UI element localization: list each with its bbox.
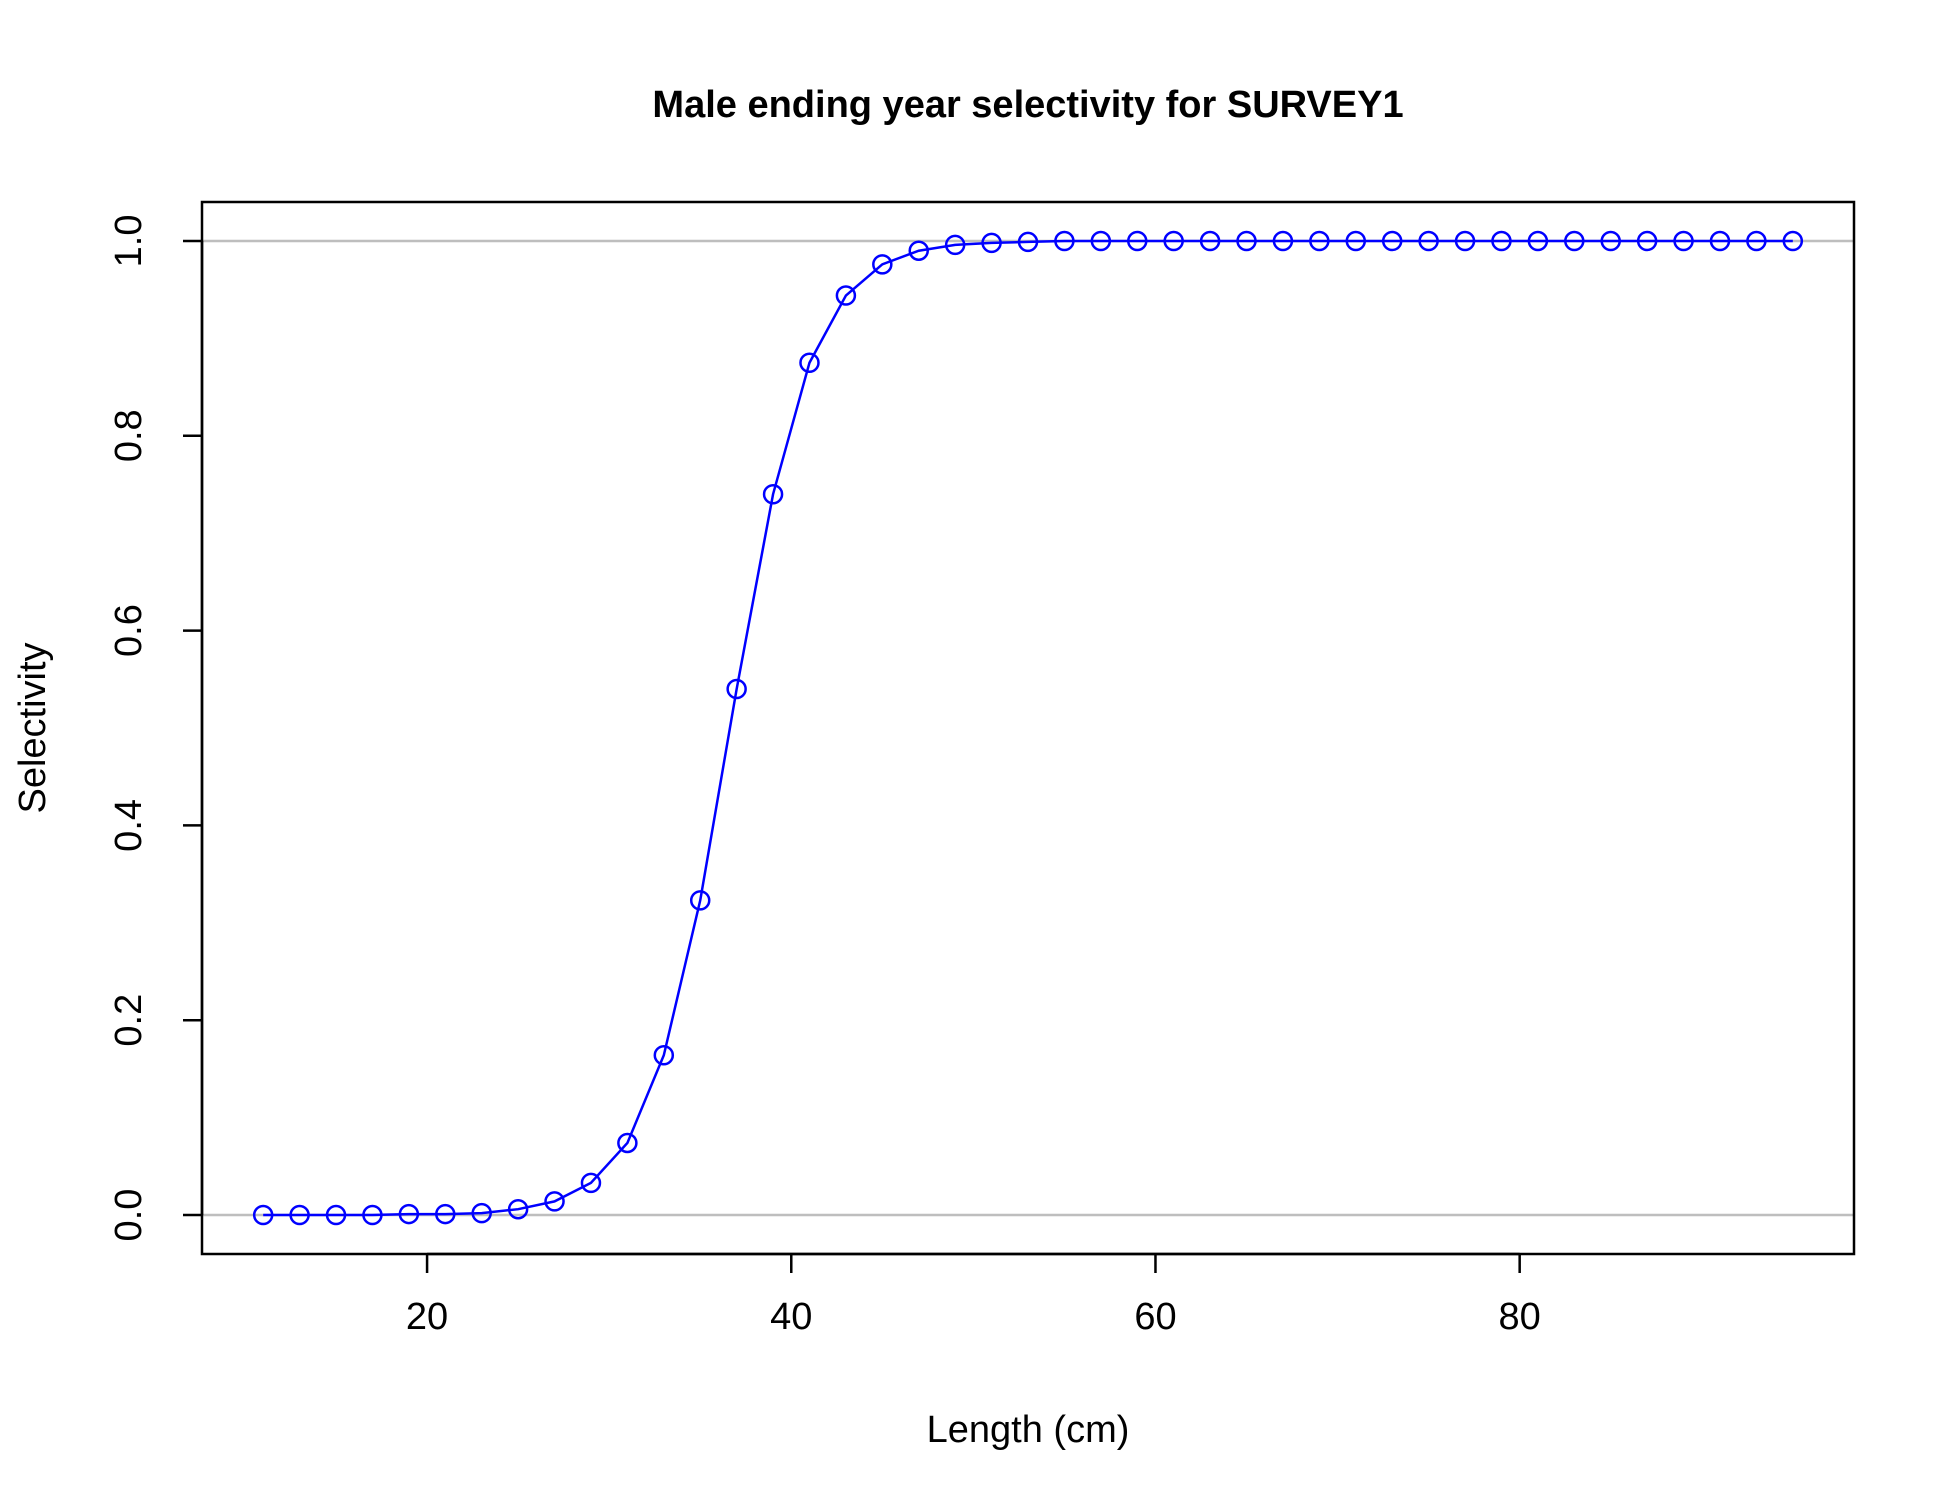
data-point-0-24 [1127,230,1148,252]
data-point-0-36 [1564,230,1585,252]
y-axis: 0.0 0.2 0.4 0.6 0.8 1.0 [108,215,204,1242]
reference-lines [202,239,1854,1217]
y-tick-label-1: 0.2 [108,994,150,1047]
data-point-0-20 [981,232,1002,254]
data-point-0-34 [1491,230,1512,252]
data-point-0-30 [1345,230,1367,252]
data-point-0-8 [544,1191,565,1212]
series-line-0 [263,239,1793,1217]
chart-title: Male ending year selectivity for SURVEY1 [652,84,1403,126]
data-point-0-35 [1527,230,1549,252]
selectivity-series [252,230,1804,1226]
data-point-0-14 [762,483,784,505]
y-tick-label-2: 0.4 [108,799,150,852]
data-point-0-13 [726,678,747,700]
data-point-0-27 [1236,230,1257,252]
data-point-0-4 [398,1203,420,1225]
data-point-0-42 [1782,230,1804,252]
y-tick-label-4: 0.8 [108,409,150,462]
data-point-0-22 [1054,230,1075,252]
data-point-0-26 [1199,230,1221,252]
plot-frame [200,200,1856,1256]
data-point-0-2 [325,1204,347,1226]
data-point-0-1 [289,1204,310,1226]
data-point-0-11 [653,1045,675,1066]
data-point-0-16 [835,285,857,306]
data-point-0-37 [1600,230,1621,252]
data-point-0-3 [362,1204,383,1226]
data-point-0-28 [1272,230,1294,252]
data-point-0-31 [1381,230,1403,252]
data-point-0-23 [1090,230,1112,252]
data-point-0-39 [1673,230,1694,252]
data-point-0-40 [1709,230,1731,252]
y-tick-label-0: 0.0 [108,1189,150,1242]
x-tick-label-40: 40 [770,1296,812,1338]
data-point-0-29 [1309,230,1330,252]
data-point-0-41 [1746,230,1767,252]
data-point-0-10 [617,1132,638,1154]
data-point-0-9 [580,1172,602,1194]
x-tick-label-60: 60 [1134,1296,1176,1338]
data-point-0-21 [1017,231,1039,253]
data-point-0-25 [1163,230,1184,252]
data-point-0-17 [872,254,893,275]
data-point-0-12 [689,890,711,911]
x-axis: 20 40 60 80 [406,1252,1541,1338]
y-tick-label-5: 1.0 [108,215,150,268]
y-axis-label: Selectivity [12,642,54,813]
data-point-0-15 [799,352,820,373]
data-point-0-33 [1454,230,1476,252]
data-point-0-0 [252,1204,274,1226]
x-tick-label-80: 80 [1499,1296,1541,1338]
data-point-0-7 [507,1198,529,1220]
data-point-0-38 [1636,230,1658,252]
x-axis-label: Length (cm) [927,1409,1130,1451]
data-point-0-6 [471,1202,492,1224]
data-point-0-19 [944,234,966,256]
data-point-0-5 [435,1203,456,1225]
x-tick-label-20: 20 [406,1296,448,1338]
y-tick-label-3: 0.6 [108,604,150,657]
data-point-0-18 [908,240,929,261]
data-point-0-32 [1418,230,1439,252]
